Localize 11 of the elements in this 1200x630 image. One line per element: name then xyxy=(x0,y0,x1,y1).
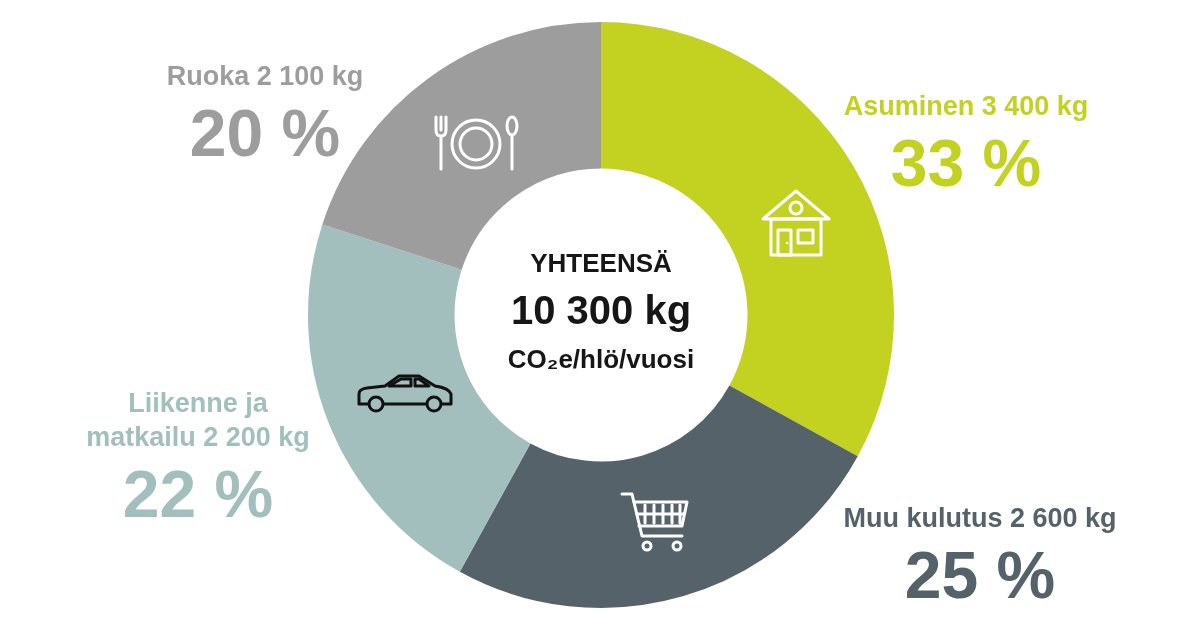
slice-label: Liikenne ja matkailu 2 200 kg xyxy=(86,388,310,453)
data-label: 22 % xyxy=(122,457,274,532)
slice-label: Muu kulutus 2 600 kg xyxy=(843,503,1117,534)
text: 10 300 kg xyxy=(510,288,692,333)
text: YHTEENSÄ xyxy=(530,248,673,279)
data-label: 20 % xyxy=(189,96,341,171)
text: CO₂e/hlö/vuosi xyxy=(507,344,695,375)
slice-label: Ruoka 2 100 kg xyxy=(166,61,364,92)
slice-label: Asuminen 3 400 kg xyxy=(843,91,1089,122)
data-label: 33 % xyxy=(890,126,1042,201)
data-label: 25 % xyxy=(904,538,1056,613)
